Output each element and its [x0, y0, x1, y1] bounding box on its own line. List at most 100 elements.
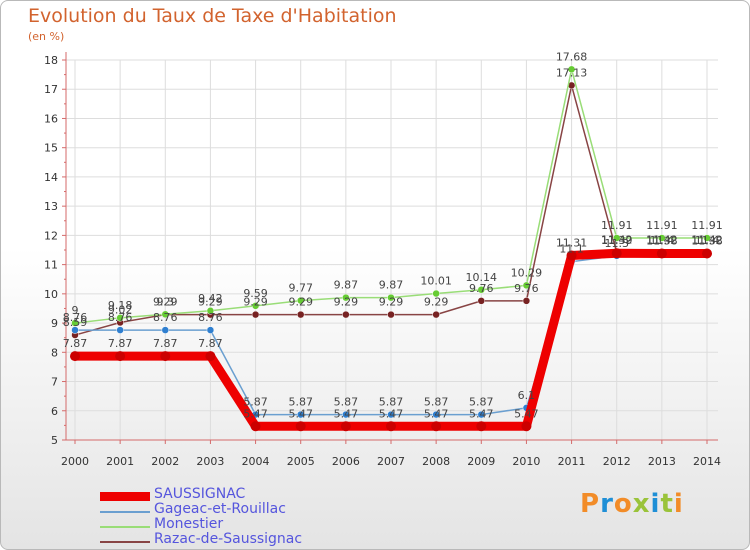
point-saussignac-2012 — [611, 248, 622, 259]
data-label-series-1-2005: 5.87 — [288, 396, 313, 409]
y-tick-label-6: 6 — [51, 405, 58, 418]
data-label-series-3-2003: 9.29 — [198, 296, 223, 309]
data-label-series-1-2014: 11.4 — [695, 234, 720, 247]
data-label-series-2-2008: 10.01 — [420, 275, 452, 288]
point-saussignac-2000 — [70, 351, 80, 362]
data-label-series-3-2007: 9.29 — [379, 296, 404, 309]
x-tick-label-2000: 2000 — [61, 455, 89, 468]
x-tick-label-2010: 2010 — [512, 455, 540, 468]
legend-item-monestier: Monestier — [100, 516, 320, 534]
point-series-1-2003 — [206, 326, 215, 334]
point-series-3-2009 — [477, 297, 486, 305]
x-tick-label-2008: 2008 — [422, 455, 450, 468]
y-tick-label-7: 7 — [51, 376, 58, 389]
logo-letter: P — [580, 489, 601, 519]
point-series-3-2008 — [432, 310, 440, 319]
data-label-series-0-2005: 5.47 — [288, 407, 313, 420]
data-label-series-3-2000: 8.59 — [63, 316, 88, 329]
data-label-series-3-2013: 11.42 — [646, 233, 678, 246]
y-tick-label-8: 8 — [51, 346, 58, 359]
data-label-series-3-2010: 9.76 — [514, 282, 539, 295]
data-label-series-2-2002: 9.3 — [157, 295, 175, 308]
point-saussignac-2009 — [476, 421, 487, 432]
point-series-2-2014 — [703, 234, 711, 242]
point-saussignac-2003 — [205, 351, 216, 362]
y-tick-label-15: 15 — [44, 142, 58, 155]
data-label-series-1-2003: 8.76 — [198, 311, 223, 324]
x-tick-label-2004: 2004 — [242, 455, 270, 468]
x-tick-label-2009: 2009 — [467, 455, 495, 468]
legend-item-razac: Razac-de-Saussignac — [100, 531, 320, 549]
data-label-series-1-2012: 11.3 — [604, 237, 629, 250]
data-label-series-1-2006: 5.87 — [334, 396, 359, 409]
point-series-2-2008 — [432, 289, 440, 298]
x-tick-label-2005: 2005 — [287, 455, 315, 468]
data-label-series-0-2008: 5.47 — [424, 407, 449, 420]
y-tick-label-18: 18 — [44, 54, 58, 67]
point-series-2-2013 — [658, 234, 666, 242]
data-label-series-2-2000: 9 — [72, 304, 79, 317]
y-tick-label-11: 11 — [44, 259, 58, 272]
point-series-1-2005 — [296, 410, 305, 419]
point-saussignac-2002 — [160, 351, 171, 362]
point-series-3-2007 — [387, 310, 395, 319]
point-saussignac-2013 — [656, 248, 667, 259]
data-label-series-1-2001: 8.76 — [108, 311, 133, 324]
y-tick-label-16: 16 — [44, 112, 58, 125]
point-series-1-2006 — [342, 410, 350, 419]
data-label-series-0-2007: 5.47 — [379, 407, 404, 420]
data-label-series-2-2011: 17.68 — [556, 50, 588, 63]
data-label-series-1-2013: 11.4 — [650, 234, 675, 247]
x-tick-label-2006: 2006 — [332, 455, 360, 468]
legend-swatch-gageac — [100, 511, 150, 513]
point-series-2-2003 — [206, 307, 215, 315]
point-saussignac-2006 — [340, 421, 351, 432]
data-label-series-3-2011: 17.13 — [556, 66, 588, 79]
data-label-series-1-2008: 5.87 — [424, 396, 449, 409]
x-tick-label-2012: 2012 — [603, 455, 631, 468]
data-label-series-0-2001: 7.87 — [108, 337, 133, 350]
data-label-series-0-2010: 5.47 — [514, 407, 539, 420]
point-series-3-2005 — [296, 310, 305, 319]
data-label-series-3-2006: 9.29 — [334, 296, 359, 309]
chart-subtitle: (en %) — [28, 30, 65, 43]
point-series-2-2006 — [342, 293, 350, 302]
data-label-series-2-2001: 9.18 — [108, 299, 133, 312]
data-label-series-1-2011: 11.1 — [559, 243, 584, 256]
data-label-series-0-2009: 5.47 — [469, 407, 494, 420]
legend-label-monestier: Monestier — [154, 516, 224, 532]
point-series-3-2006 — [342, 310, 350, 319]
data-label-series-2-2014: 11.91 — [691, 219, 723, 232]
logo-letter: t — [660, 489, 674, 519]
x-tick-label-2003: 2003 — [196, 455, 224, 468]
logo-letter: i — [673, 489, 684, 519]
data-label-series-2-2010: 10.29 — [511, 266, 543, 279]
point-saussignac-2005 — [295, 421, 306, 432]
x-tick-label-2001: 2001 — [106, 455, 134, 468]
point-series-1-2002 — [161, 326, 170, 334]
data-label-series-3-2009: 9.76 — [469, 282, 494, 295]
point-series-2-2007 — [387, 293, 395, 302]
point-saussignac-2004 — [250, 421, 261, 432]
data-label-series-0-2011: 11.31 — [556, 237, 588, 250]
data-label-series-3-2014: 11.42 — [691, 233, 723, 246]
legend-label-gageac: Gageac-et-Rouillac — [154, 501, 286, 517]
point-series-1-2001 — [116, 326, 124, 334]
y-tick-label-17: 17 — [44, 83, 58, 96]
point-series-2-2012 — [612, 234, 621, 242]
point-series-2-2010 — [522, 281, 531, 290]
logo-letter: x — [632, 489, 651, 519]
point-series-2-2009 — [477, 286, 486, 294]
point-saussignac-2001 — [115, 351, 126, 362]
data-label-series-2-2009: 10.14 — [466, 271, 498, 284]
legend-label-saussignac: SAUSSIGNAC — [154, 486, 246, 502]
x-tick-label-2014: 2014 — [693, 455, 721, 468]
point-saussignac-2011 — [566, 250, 577, 261]
data-label-series-0-2000: 7.87 — [63, 337, 88, 350]
data-label-series-0-2006: 5.47 — [334, 407, 359, 420]
data-label-series-3-2001: 9.02 — [108, 303, 133, 316]
data-label-series-2-2004: 9.59 — [243, 287, 268, 300]
y-tick-label-12: 12 — [44, 229, 58, 242]
data-label-series-1-2004: 5.87 — [243, 396, 268, 409]
